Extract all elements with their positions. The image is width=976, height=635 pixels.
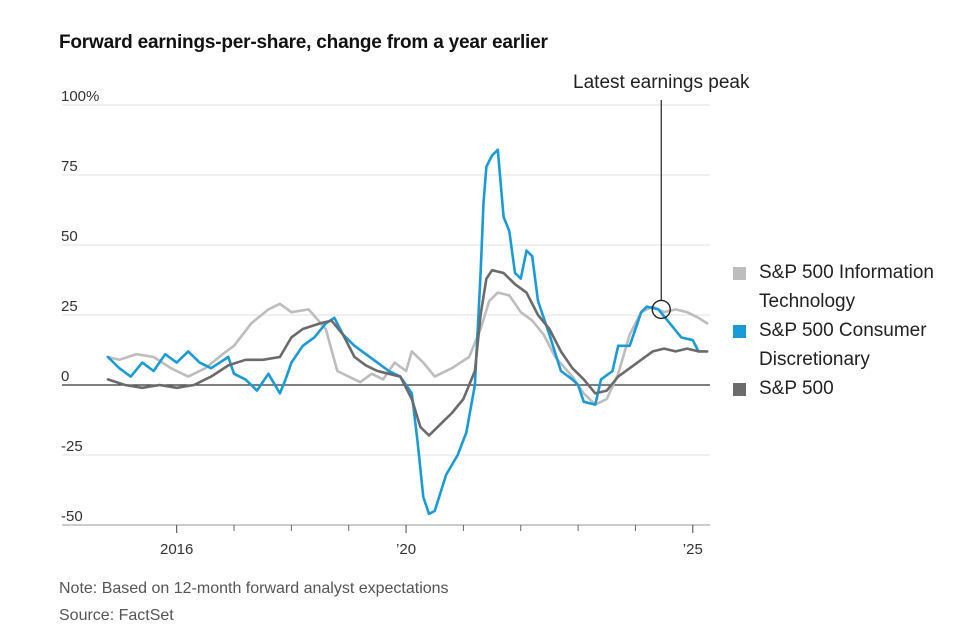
legend-swatch-info-tech <box>733 267 746 280</box>
y-tick-label: 50 <box>61 228 78 245</box>
x-tick-label: 2016 <box>160 541 193 558</box>
annotation-circle <box>651 299 671 320</box>
legend-item-sp500: S&P 500 <box>733 374 973 403</box>
x-tick-label: ’20 <box>396 541 416 558</box>
series-line-s-p-500 <box>106 268 709 437</box>
source-credit: Source: FactSet <box>59 607 174 624</box>
y-tick-label: 0 <box>61 368 69 385</box>
legend-swatch-consumer-disc <box>733 325 746 338</box>
legend-label-sp500: S&P 500 <box>759 378 834 399</box>
series-lines <box>106 148 709 516</box>
chart-title: Forward earnings-per-share, change from … <box>59 32 548 53</box>
annotation: Latest earnings peak <box>573 72 750 320</box>
legend-item-info-tech: S&P 500 Information Technology <box>733 258 973 316</box>
y-tick-label: -25 <box>61 438 83 455</box>
legend-swatch-sp500 <box>733 383 746 396</box>
x-axis: 2016 ’20 ’25 <box>62 524 710 558</box>
x-tick-label: ’25 <box>683 541 703 558</box>
annotation-label: Latest earnings peak <box>573 72 750 93</box>
footnote: Note: Based on 12-month forward analyst … <box>59 580 449 597</box>
legend-label-consumer-disc: S&P 500 Consumer Discretionary <box>759 320 927 370</box>
y-tick-label: -50 <box>61 508 83 525</box>
y-tick-label: 25 <box>61 298 78 315</box>
legend: S&P 500 Information Technology S&P 500 C… <box>733 258 973 403</box>
y-tick-label: 75 <box>61 158 78 175</box>
series-line-s-p-500-consumer-discretionary <box>106 148 700 516</box>
series-line-s-p-500-information-technology <box>106 291 709 406</box>
legend-item-consumer-disc: S&P 500 Consumer Discretionary <box>733 316 973 374</box>
y-axis: 100% 75 50 25 0 -25 -50 <box>61 88 99 525</box>
legend-label-info-tech: S&P 500 Information Technology <box>759 262 934 312</box>
y-tick-label: 100% <box>61 88 99 105</box>
gridlines <box>62 104 710 526</box>
